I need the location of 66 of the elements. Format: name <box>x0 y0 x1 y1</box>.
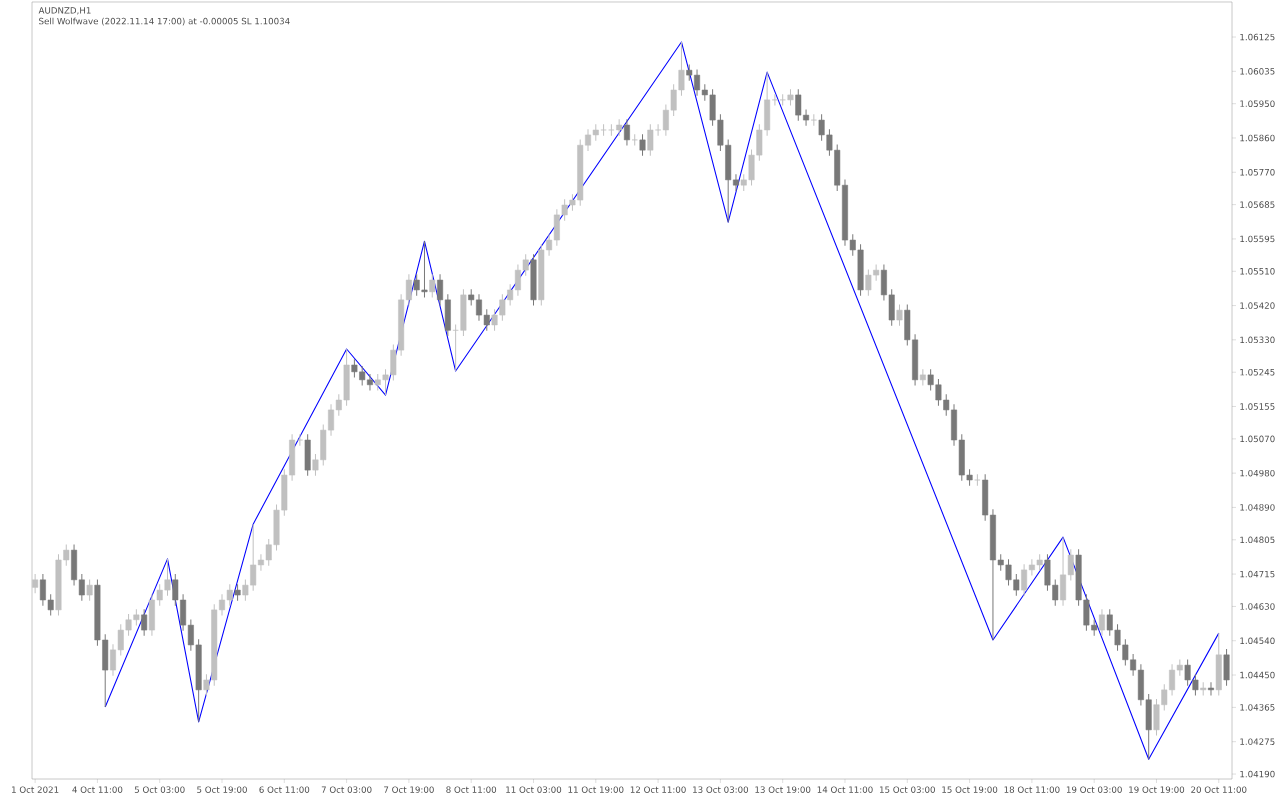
x-tick-label: 7 Oct 19:00 <box>384 786 434 793</box>
candlestick <box>429 273 436 299</box>
x-tick-label: 19 Oct 03:00 <box>1066 786 1122 793</box>
y-tick-label: 1.04450 <box>1240 671 1275 679</box>
y-tick-label: 1.04630 <box>1240 603 1275 610</box>
x-tick-label: 18 Oct 11:00 <box>1004 786 1060 793</box>
x-tick-label: 1 Oct 2021 <box>12 786 59 793</box>
candlestick <box>1207 681 1214 697</box>
y-tick-label: 1.05510 <box>1240 268 1275 275</box>
y-tick-label: 1.04190 <box>1240 770 1275 778</box>
candlestick <box>141 608 148 637</box>
candlestick <box>639 133 646 157</box>
y-tick-label: 1.05770 <box>1240 168 1275 176</box>
y-tick-label: 1.05595 <box>1240 235 1275 243</box>
y-tick-label: 1.04805 <box>1240 536 1275 544</box>
y-tick-label: 1.05070 <box>1240 435 1275 443</box>
y-tick-label: 1.04540 <box>1240 637 1275 645</box>
x-tick-label: 13 Oct 19:00 <box>755 786 811 793</box>
x-tick-label: 8 Oct 11:00 <box>446 786 497 793</box>
candlestick <box>919 368 926 387</box>
y-tick-label: 1.06035 <box>1240 68 1275 75</box>
x-tick-label: 6 Oct 11:00 <box>259 786 310 793</box>
x-tick-label: 20 Oct 11:00 <box>1191 786 1247 793</box>
x-tick-label: 11 Oct 19:00 <box>568 786 624 793</box>
x-tick-label: 15 Oct 19:00 <box>942 786 998 793</box>
candlestick <box>974 473 981 487</box>
candlestick <box>779 93 786 107</box>
y-tick-label: 1.04890 <box>1240 504 1275 511</box>
text: AUDNZD,H1 <box>38 7 91 15</box>
candlestick <box>600 123 607 137</box>
candlestick <box>623 118 630 147</box>
y-tick-label: 1.06125 <box>1240 33 1275 41</box>
candlestick <box>296 433 303 447</box>
x-tick-label: 15 Oct 03:00 <box>879 786 935 793</box>
candlestick <box>631 133 638 147</box>
y-tick-label: 1.04275 <box>1240 738 1275 745</box>
candlestick <box>86 578 93 602</box>
text: Sell Wolfwave (2022.11.14 17:00) at -0.00005 SL 1.10034 <box>39 17 290 26</box>
y-tick-label: 1.05155 <box>1240 403 1275 410</box>
candlestick <box>1098 608 1105 637</box>
x-tick-label: 4 Oct 11:00 <box>72 786 123 793</box>
x-tick-label: 11 Oct 03:00 <box>506 786 562 793</box>
x-tick-label: 7 Oct 03:00 <box>321 786 372 793</box>
y-tick-label: 1.05245 <box>1240 368 1275 376</box>
x-tick-label: 19 Oct 19:00 <box>1129 786 1185 793</box>
y-tick-label: 1.04980 <box>1240 469 1275 477</box>
candlestick <box>405 273 412 307</box>
y-tick-label: 1.04365 <box>1240 704 1275 711</box>
candlestick <box>1021 563 1028 597</box>
candlestick <box>608 123 615 137</box>
y-tick-label: 1.05420 <box>1240 302 1275 309</box>
y-tick-label: 1.05950 <box>1240 100 1275 107</box>
y-tick-label: 1.05330 <box>1240 336 1275 344</box>
line-series <box>104 41 1220 760</box>
x-tick-label: 5 Oct 19:00 <box>197 786 247 793</box>
x-tick-label: 12 Oct 11:00 <box>630 786 686 793</box>
x-tick-label: 13 Oct 03:00 <box>693 786 749 793</box>
y-tick-label: 1.04715 <box>1240 570 1275 578</box>
candlestick <box>810 113 817 127</box>
x-tick-label: 14 Oct 11:00 <box>817 786 873 793</box>
candlestick <box>32 573 39 594</box>
candlestick <box>771 93 778 107</box>
y-tick-label: 1.05685 <box>1240 201 1275 208</box>
y-tick-label: 1.05860 <box>1240 134 1275 142</box>
candlestick <box>896 303 903 327</box>
x-tick-label: 5 Oct 03:00 <box>134 786 185 793</box>
